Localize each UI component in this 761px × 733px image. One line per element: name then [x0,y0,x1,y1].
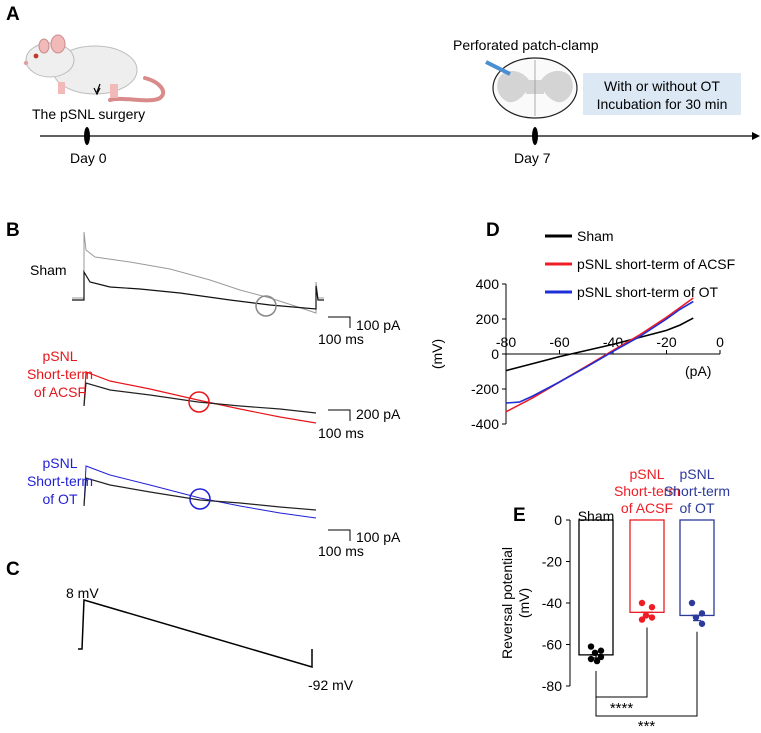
bar-category-label-3: of OT [679,500,714,516]
bar-y-tick-label: -20 [542,554,562,570]
bar-y-tick-label: -80 [542,678,562,694]
sig-bracket-1 [595,627,648,698]
voltage-ramp-protocol [78,599,313,669]
bar-category-label-2: of ACSF [621,500,673,516]
iv-legend-label-1: Sham [577,228,614,244]
iv-legend-label-3: pSNL short-term of OT [577,284,719,300]
data-point [638,599,646,607]
ot-scale-bar [328,529,351,541]
bar-2 [629,519,665,613]
data-point [597,647,605,654]
incubation-box [583,73,741,115]
acsf-trace-label-2: Short-term [27,366,93,382]
acsf-trace-label-1: pSNL [42,348,77,364]
incubation-box-line1: With or without OT [604,78,720,94]
sig-bracket-2 [595,631,698,717]
sham-scale-bar [328,316,351,328]
bar-y-axis-label-line1: Reversal potential [499,547,515,659]
data-point [698,610,706,617]
iv-y-tick-label: -200 [471,381,499,397]
ramp-end-label: -92 mV [308,677,354,693]
sig-label-1: **** [610,700,634,717]
data-point [593,657,601,665]
day0-label: Day 0 [70,150,107,166]
bar-3 [679,519,715,617]
sham-scale-time: 100 ms [318,331,364,347]
acsf-scale-time: 100 ms [318,425,364,441]
panel-a-label: A [6,4,20,25]
iv-legend-label-2: pSNL short-term of ACSF [577,256,735,272]
sham-trace-label: Sham [30,262,67,278]
acsf-scale-current: 200 pA [356,406,401,422]
surgery-label: The pSNL surgery [32,106,145,122]
iv-x-tick-label: 0 [716,334,724,350]
iv-y-tick-label: 0 [491,346,499,362]
data-point [597,653,605,661]
acsf-trace-label-3: of ACSF [34,384,86,400]
spinal-cord-slice-illustration [485,57,578,119]
day7-label: Day 7 [514,150,551,166]
bar-y-tick-label: 0 [554,512,562,528]
sham-scale-current: 100 pA [356,317,401,333]
incubation-box-line2: Incubation for 30 min [597,96,728,112]
data-point [688,599,696,607]
data-point [587,655,595,663]
bar-category-label-2: pSNL [629,466,664,482]
ot-scale-time: 100 ms [318,543,364,559]
ot-scale-current: 100 pA [356,529,401,545]
panel-c-label: C [6,559,20,580]
data-point [698,620,706,627]
iv-y-tick-label: 400 [476,276,500,292]
sham-current-traces [72,231,324,317]
iv-y-axis-label: (mV) [429,339,445,369]
day0-marker [84,127,90,145]
panel-d-label: D [486,220,500,241]
bar-category-label-2: Short-term [614,483,680,499]
bar-y-tick-label: -60 [542,637,562,653]
iv-x-tick-label: -60 [549,334,569,350]
iv-y-tick-label: -400 [471,416,499,432]
bar-category-label-3: pSNL [679,466,714,482]
sig-label-2: *** [638,718,656,733]
ramp-start-label: 8 mV [66,585,99,601]
bar-category-label-3: Short-term [664,483,730,499]
ot-current-traces [83,465,317,519]
panel-b-label: B [6,220,20,241]
day7-marker [532,127,538,145]
reversal-potential-chart: 0 -20 -40 -60 -80 Reversal potential (mV) Sham p… [499,466,730,733]
acsf-scale-bar [328,409,351,421]
data-point [642,612,650,619]
data-point [648,603,656,611]
panel-e-label: E [513,505,526,526]
acsf-current-traces [83,371,317,424]
iv-x-axis-label: (pA) [685,363,711,379]
data-point [638,616,646,623]
patch-clamp-label: Perforated patch-clamp [453,37,599,53]
iv-series-line-3 [505,300,694,404]
bar-y-axis-label-line2: (mV) [516,588,532,618]
data-point [591,649,599,656]
bar-category-label-1: Sham [578,508,615,524]
ot-trace-label-1: pSNL [42,455,77,471]
iv-x-tick-label: -20 [656,334,676,350]
data-point [692,614,700,621]
iv-x-tick-label: -80 [496,334,516,350]
iv-y-tick-label: 200 [476,311,500,327]
rat-illustration [23,34,166,103]
data-point [648,614,656,621]
bar-1 [578,519,614,656]
ot-trace-label-3: of OT [42,491,77,507]
timeline-arrowhead [752,132,760,140]
iv-series-line-1 [505,317,694,372]
data-point [587,643,595,650]
ot-trace-label-2: Short-term [27,473,93,489]
bar-y-tick-label: -40 [542,595,562,611]
